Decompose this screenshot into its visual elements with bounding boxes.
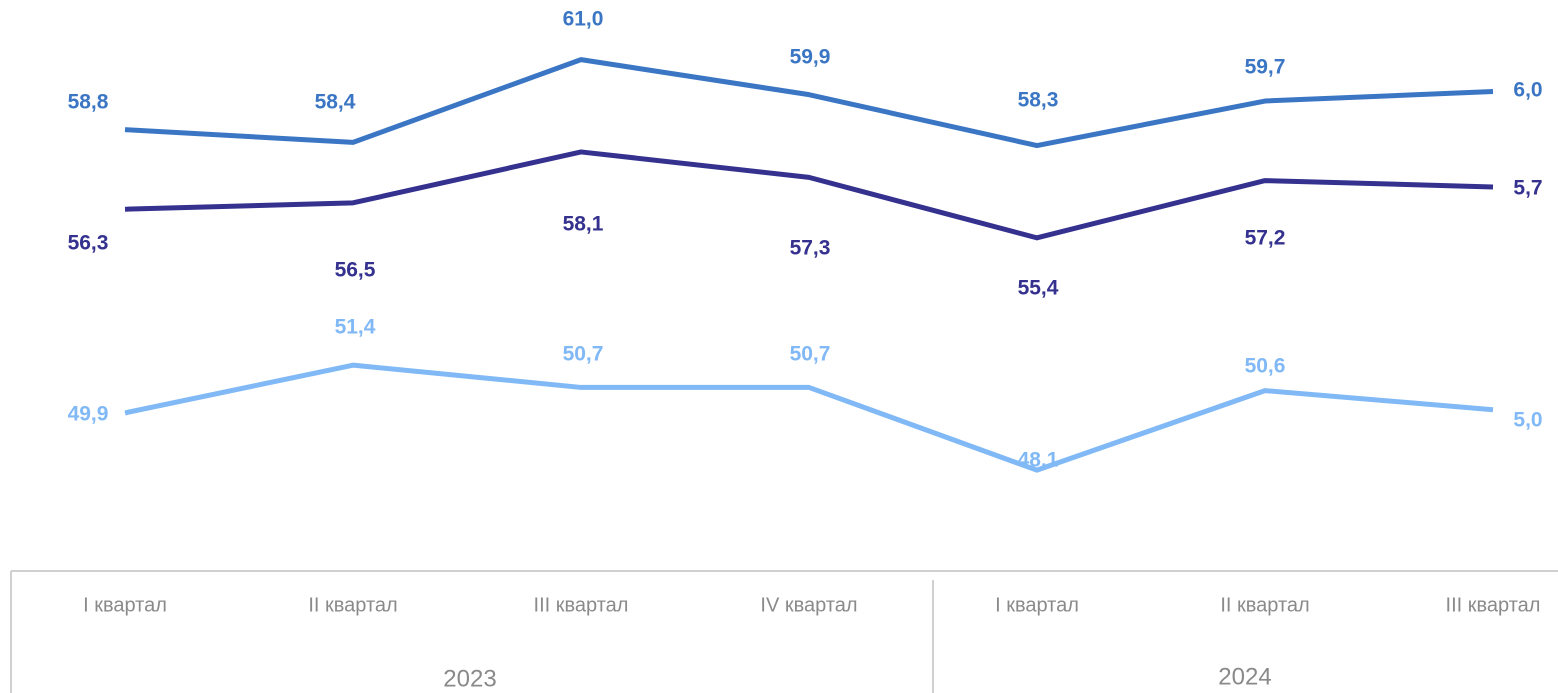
data-label: 6,0 [1513, 79, 1542, 102]
data-label: 56,3 [68, 232, 109, 255]
data-label: 50,7 [790, 343, 831, 366]
x-tick-label: IV квартал [760, 594, 857, 616]
line [124, 149, 1494, 241]
x-tick-label: I квартал [995, 594, 1079, 616]
data-label: 55,4 [1018, 277, 1059, 300]
data-label: 58,8 [68, 91, 109, 114]
data-label: 61,0 [563, 8, 604, 31]
data-label: 59,7 [1245, 56, 1286, 79]
x-tick-label: III квартал [1446, 594, 1541, 616]
line [124, 362, 1494, 473]
group-label: 2023 [443, 665, 496, 692]
x-tick-label: I квартал [83, 594, 167, 616]
data-label: 57,2 [1245, 227, 1286, 250]
data-label: 49,9 [68, 403, 109, 426]
data-label: 58,1 [563, 213, 604, 236]
data-label: 5,0 [1513, 409, 1542, 432]
x-tick-label: III квартал [534, 594, 629, 616]
data-label: 50,6 [1245, 355, 1286, 378]
data-label: 59,9 [790, 46, 831, 69]
data-label: 51,4 [335, 316, 376, 339]
x-tick-label: II квартал [308, 594, 397, 616]
data-label: 56,5 [335, 259, 376, 282]
data-label: 58,4 [315, 91, 356, 114]
data-label: 57,3 [790, 237, 831, 260]
line [124, 57, 1494, 149]
data-label: 48,1 [1018, 449, 1059, 472]
x-tick-label: II квартал [1220, 594, 1309, 616]
group-label: 2024 [1218, 663, 1271, 690]
data-label: 50,7 [563, 343, 604, 366]
data-label: 58,3 [1018, 89, 1059, 112]
data-label: 5,7 [1513, 177, 1542, 200]
